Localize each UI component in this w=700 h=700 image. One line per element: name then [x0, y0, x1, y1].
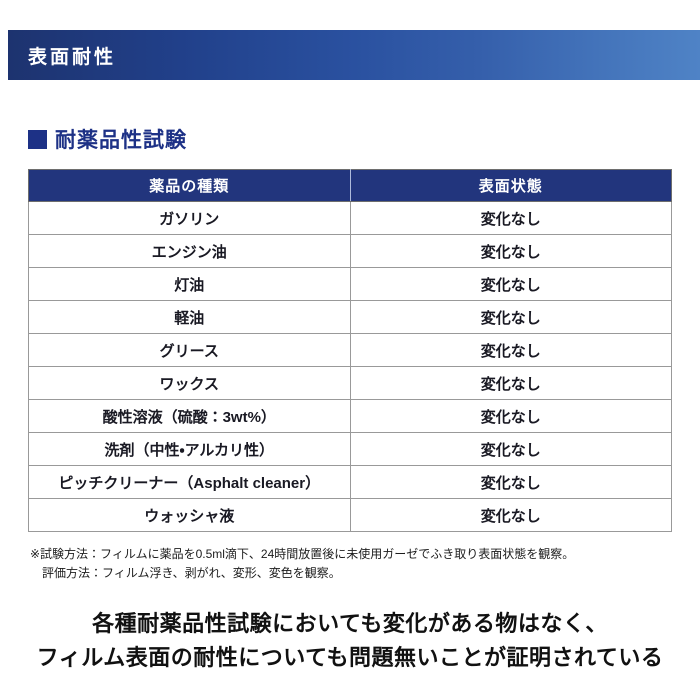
chemical-cell: 軽油	[28, 300, 351, 334]
state-cell: 変化なし	[349, 399, 672, 433]
table-row: 洗剤（中性・アルカリ性） 変化なし	[28, 432, 672, 466]
chemical-cell: ワックス	[28, 366, 351, 400]
table-row: ガソリン 変化なし	[28, 201, 672, 235]
section-title: 耐薬品性試験	[55, 129, 187, 152]
state-cell: 変化なし	[349, 465, 672, 499]
table-row: ウォッシャ液 変化なし	[28, 498, 672, 532]
table-row: ワックス 変化なし	[28, 366, 672, 400]
column-header-chemical: 薬品の種類	[28, 169, 351, 202]
state-cell: 変化なし	[349, 267, 672, 301]
table-row: 軽油 変化なし	[28, 300, 672, 334]
conclusion-line-1: 各種耐薬品性試験においても変化がある物はなく、	[92, 611, 608, 636]
chemical-cell: ピッチクリーナー（Asphalt cleaner）	[28, 465, 351, 499]
section-heading: 耐薬品性試験	[28, 124, 700, 154]
table-row: 酸性溶液（硫酸：3wt%） 変化なし	[28, 399, 672, 433]
column-header-state: 表面状態	[349, 169, 672, 202]
state-cell: 変化なし	[349, 432, 672, 466]
section-marker-square-icon	[28, 129, 47, 149]
chemical-cell: ウォッシャ液	[28, 498, 351, 532]
chemical-cell: エンジン油	[28, 234, 351, 268]
table-row: グリース 変化なし	[28, 333, 672, 367]
footnote-test-method: ※試験方法：フィルムに薬品を0.5ml滴下、24時間放置後に未使用ガーゼでふき取…	[30, 547, 575, 561]
chemical-cell: 酸性溶液（硫酸：3wt%）	[28, 399, 351, 433]
table-header-row: 薬品の種類 表面状態	[28, 169, 672, 202]
state-cell: 変化なし	[349, 300, 672, 334]
chemical-cell: 灯油	[28, 267, 351, 301]
chemical-resistance-table: 薬品の種類 表面状態 ガソリン 変化なし エンジン油 変化なし 灯油 変化なし …	[28, 169, 672, 532]
banner-title: 表面耐性	[28, 46, 117, 68]
state-cell: 変化なし	[349, 498, 672, 532]
conclusion-text: 各種耐薬品性試験においても変化がある物はなく、 フィルム表面の耐性についても問題…	[0, 607, 700, 675]
table-row: 灯油 変化なし	[28, 267, 672, 301]
conclusion-line-2: フィルム表面の耐性についても問題無いことが証明されている	[36, 645, 664, 670]
footnote-evaluation-method: 評価方法：フィルム浮き、剥がれ、変形、変色を観察。	[42, 566, 341, 580]
state-cell: 変化なし	[349, 234, 672, 268]
table-row: ピッチクリーナー（Asphalt cleaner） 変化なし	[28, 465, 672, 499]
state-cell: 変化なし	[349, 366, 672, 400]
chemical-cell: ガソリン	[28, 201, 351, 235]
footnotes: ※試験方法：フィルムに薬品を0.5ml滴下、24時間放置後に未使用ガーゼでふき取…	[30, 545, 700, 583]
chemical-cell: 洗剤（中性・アルカリ性）	[28, 432, 351, 466]
chemical-cell: グリース	[28, 333, 351, 367]
state-cell: 変化なし	[349, 201, 672, 235]
state-cell: 変化なし	[349, 333, 672, 367]
table-row: エンジン油 変化なし	[28, 234, 672, 268]
top-banner: 表面耐性	[8, 30, 700, 80]
